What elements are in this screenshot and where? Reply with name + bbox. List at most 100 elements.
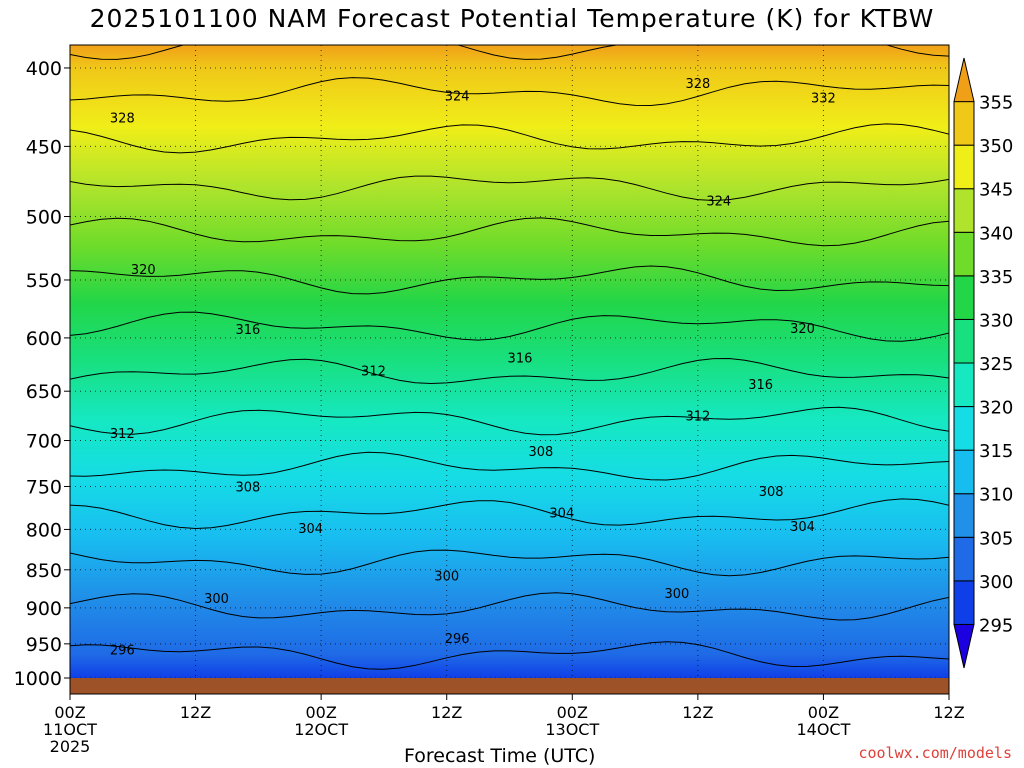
plot-field: 3483483483443443403403363363363323323323… [70, 30, 949, 678]
ground-surface [70, 678, 949, 694]
colorbar-swatch-11 [953, 144, 975, 190]
y-tick-label-650: 650 [26, 381, 62, 403]
pressure-axis: 2503003504004505005506006507007508008509… [14, 58, 70, 690]
colorbar-label-300: 300 [979, 572, 1013, 593]
x-tick-label-0-1: 11OCT [43, 720, 97, 739]
field-background [70, 45, 949, 678]
x-tick-label-0-0: 00Z [54, 703, 85, 722]
y-tick-label-1000: 1000 [14, 668, 62, 690]
chart-title: 2025101100 NAM Forecast Potential Temper… [89, 4, 935, 33]
contour-336 [70, 217, 949, 247]
contour-324 [70, 357, 949, 385]
colorbar: 295 300 305 310 315 320 325 330 335 340 345 350 355 [953, 57, 1013, 669]
x-axis-title: Forecast Time (UTC) [404, 745, 596, 767]
colorbar-swatch-8 [953, 275, 975, 320]
colorbar-swatch-6 [953, 362, 975, 408]
y-tick-label-950: 950 [26, 634, 62, 656]
colorbar-label-325: 325 [979, 354, 1013, 375]
contour-328 [70, 311, 949, 342]
contour-316 [70, 451, 949, 481]
contour-label-304: 304 [790, 520, 815, 535]
x-tick-label-24-1: 12OCT [294, 720, 348, 739]
contour-label-328: 328 [382, 30, 407, 45]
y-tick-label-900: 900 [26, 598, 62, 620]
y-tick-label-500: 500 [26, 207, 62, 229]
colorbar-swatch-4 [953, 449, 975, 495]
x-tick-label-84-0: 12Z [933, 703, 964, 722]
colorbar-swatch-9 [953, 231, 975, 277]
contour-label-304: 304 [298, 522, 323, 537]
contour-label-316: 316 [748, 378, 773, 393]
contour-lines [70, 45, 949, 670]
colorbar-label-320: 320 [979, 398, 1013, 419]
colorbar-swatch-5 [953, 406, 975, 451]
contour-label-308: 308 [759, 485, 784, 500]
colorbar-label-355: 355 [979, 93, 1013, 114]
colorbar-swatch-12 [953, 101, 975, 146]
contour-labels: 3483483483443443403403363363363323323323… [110, 30, 836, 659]
x-tick-label-72-0: 00Z [808, 703, 839, 722]
colorbar-label-315: 315 [979, 441, 1013, 462]
contour-348 [70, 77, 949, 107]
colorbar-label-295: 295 [979, 615, 1013, 636]
plot-frame [69, 44, 950, 695]
contour-304 [70, 592, 949, 621]
contour-label-308: 308 [528, 445, 553, 460]
colorbar-swatch-13 [953, 57, 975, 103]
contour-label-308: 308 [235, 480, 260, 495]
colorbar-label-310: 310 [979, 485, 1013, 506]
contour-308 [70, 549, 949, 577]
colorbar-label-335: 335 [979, 267, 1013, 288]
contour-label-300: 300 [434, 569, 459, 584]
x-tick-label-48-1: 13OCT [545, 720, 599, 739]
contour-label-332: 332 [811, 91, 836, 106]
y-tick-label-400: 400 [26, 58, 62, 80]
y-tick-label-800: 800 [26, 519, 62, 541]
contour-label-300: 300 [665, 587, 690, 602]
contour-label-328: 328 [110, 112, 135, 127]
contour-label-312: 312 [361, 364, 386, 379]
colorbar-swatch-1 [953, 580, 975, 625]
x-tick-label-36-0: 12Z [431, 703, 462, 722]
x-tick-label-72-1: 14OCT [796, 720, 850, 739]
y-tick-label-550: 550 [26, 270, 62, 292]
contour-label-324: 324 [445, 90, 470, 105]
site-credit: coolwx.com/models [858, 744, 1012, 762]
contour-label-312: 312 [685, 409, 710, 424]
colorbar-swatch-3 [953, 493, 975, 538]
contour-332 [70, 265, 949, 295]
colorbar-label-350: 350 [979, 136, 1013, 157]
contour-label-320: 320 [790, 322, 815, 337]
x-tick-label-24-0: 00Z [305, 703, 336, 722]
x-tick-label-60-0: 12Z [682, 703, 713, 722]
x-tick-label-0-2: 2025 [50, 737, 91, 756]
contour-label-296: 296 [445, 632, 470, 647]
contour-352 [70, 45, 949, 60]
contour-label-316: 316 [508, 352, 533, 367]
colorbar-swatch-10 [953, 188, 975, 233]
x-tick-label-12-0: 12Z [180, 703, 211, 722]
grid-lines [70, 45, 949, 678]
y-tick-label-450: 450 [26, 136, 62, 158]
y-tick-label-700: 700 [26, 431, 62, 453]
contour-label-304: 304 [549, 507, 574, 522]
contour-label-300: 300 [204, 592, 229, 607]
contour-344 [70, 123, 949, 154]
contour-label-312: 312 [110, 427, 135, 442]
contour-label-316: 316 [235, 323, 260, 338]
colorbar-label-340: 340 [979, 223, 1013, 244]
contour-300 [70, 641, 949, 670]
contour-label-296: 296 [110, 643, 135, 658]
y-tick-label-750: 750 [26, 476, 62, 498]
colorbar-label-345: 345 [979, 180, 1013, 201]
contour-label-324: 324 [706, 194, 731, 209]
contour-label-328: 328 [685, 77, 710, 92]
contour-312 [70, 498, 949, 530]
colorbar-label-330: 330 [979, 310, 1013, 331]
contour-label-320: 320 [131, 263, 156, 278]
colorbar-swatch-0 [953, 623, 975, 669]
y-tick-label-600: 600 [26, 328, 62, 350]
colorbar-label-305: 305 [979, 528, 1013, 549]
